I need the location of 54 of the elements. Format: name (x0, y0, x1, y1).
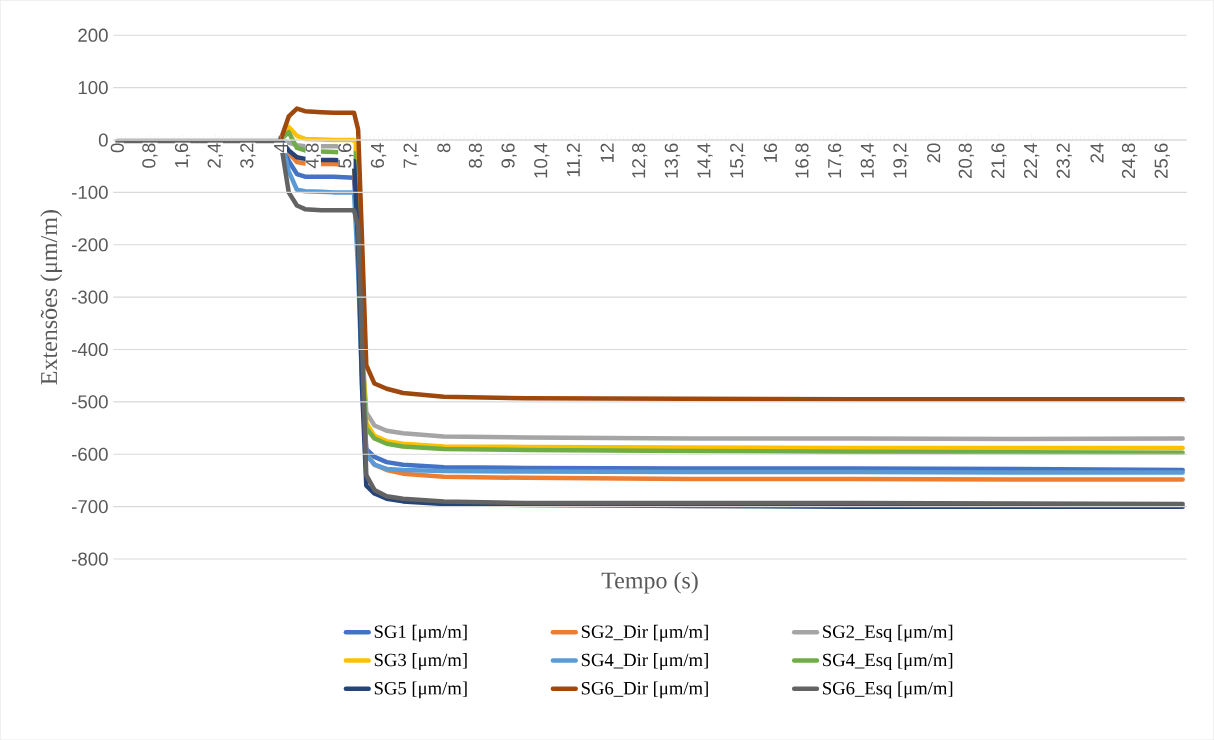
x-tick-label: 3,2 (240, 143, 256, 168)
legend-label: SG6_Esq [μm/m] (823, 681, 953, 699)
x-tick-label: 16,8 (795, 143, 811, 178)
x-tick-label: 13,6 (664, 143, 681, 178)
legend-label: SG1 [μm/m] (374, 624, 467, 642)
legend-label: SG2_Esq [μm/m] (823, 624, 953, 642)
x-tick-label: 0 (110, 143, 124, 153)
x-tick-label: 12,8 (632, 143, 648, 178)
y-tick-label: -300 (72, 290, 108, 304)
y-tick-label: -600 (72, 447, 108, 461)
x-tick-label: 20 (927, 143, 941, 163)
x-tick-label: 7,2 (403, 143, 419, 168)
x-tick-label: 8,8 (468, 143, 485, 168)
x-axis-title: Tempo (s) (601, 571, 698, 594)
x-tick-label: 9,6 (501, 143, 517, 168)
y-tick-label: 200 (78, 28, 108, 42)
legend-label: SG2_Dir [μm/m] (581, 624, 708, 642)
x-tick-label: 12 (600, 143, 614, 162)
y-tick-label: -400 (72, 342, 108, 357)
x-tick-label: 20,8 (958, 143, 975, 178)
x-tick-label: 1,6 (174, 143, 191, 168)
y-tick-label: -700 (72, 499, 108, 514)
x-tick-label: 14,4 (697, 143, 713, 178)
x-tick-label: 4 (274, 143, 287, 153)
x-tick-label: 8 (437, 143, 451, 153)
y-axis-title: Extensões (μm/m) (40, 210, 63, 385)
x-tick-label: 15,2 (730, 143, 746, 178)
x-tick-label: 6,4 (370, 143, 387, 168)
y-tick-label: -200 (72, 238, 108, 252)
legend-label: SG5 [μm/m] (374, 681, 467, 699)
x-tick-label: 23,2 (1056, 143, 1072, 178)
x-tick-label: 10,4 (534, 143, 550, 178)
x-tick-label: 18,4 (860, 143, 877, 178)
y-tick-label: -500 (72, 395, 108, 409)
x-tick-label: 5,6 (338, 143, 354, 168)
x-tick-label: 11,2 (566, 143, 583, 177)
x-tick-label: 25,6 (1154, 143, 1170, 178)
legend-label: SG6_Dir [μm/m] (581, 681, 708, 699)
x-tick-label: 17,6 (827, 143, 844, 178)
y-tick-label: -100 (72, 185, 108, 199)
x-tick-label: 0,8 (142, 143, 158, 168)
legend-label: SG4_Dir [μm/m] (581, 653, 708, 670)
legend-label: SG4_Esq [μm/m] (823, 653, 953, 670)
x-tick-label: 4,8 (305, 143, 321, 169)
y-tick-label: 100 (78, 80, 108, 95)
x-tick-label: 2,4 (207, 143, 223, 168)
legend-label: SG3 [μm/m] (374, 653, 467, 670)
x-tick-label: 19,2 (893, 143, 909, 178)
x-tick-label: 21,6 (991, 143, 1007, 178)
x-tick-label: 16 (763, 143, 778, 162)
x-tick-label: 24,8 (1121, 143, 1138, 178)
x-tick-label: 22,4 (1023, 143, 1040, 178)
y-tick-label: -800 (72, 552, 108, 566)
x-tick-label: 24 (1090, 143, 1104, 163)
